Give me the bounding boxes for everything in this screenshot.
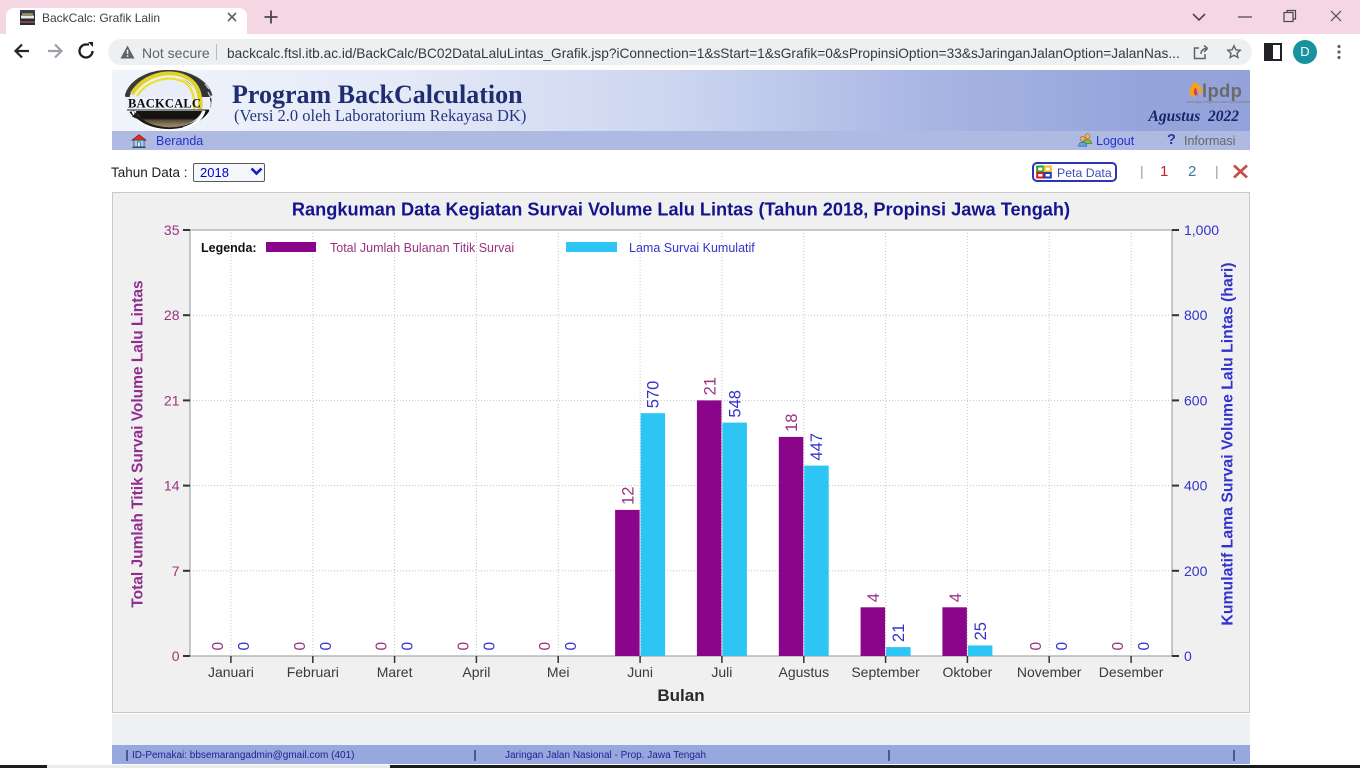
svg-text:Rangkuman Data Kegiatan Survai: Rangkuman Data Kegiatan Survai Volume La… [292, 200, 1070, 220]
svg-text:0: 0 [292, 642, 309, 651]
svg-text:0: 0 [400, 642, 417, 651]
svg-text:548: 548 [726, 390, 744, 418]
svg-text:April: April [462, 664, 490, 680]
svg-text:0: 0 [455, 642, 472, 651]
svg-text:447: 447 [808, 433, 826, 461]
svg-text:Januari: Januari [208, 664, 254, 680]
svg-text:14: 14 [164, 478, 180, 494]
svg-text:0: 0 [374, 642, 391, 651]
svg-text:0: 0 [537, 642, 554, 651]
svg-text:Total Jumlah Bulanan Titik Sur: Total Jumlah Bulanan Titik Survai [330, 241, 514, 255]
svg-text:21: 21 [164, 392, 180, 408]
svg-text:35: 35 [164, 222, 180, 238]
svg-text:September: September [851, 664, 920, 680]
svg-text:18: 18 [783, 414, 801, 432]
svg-text:Juni: Juni [627, 664, 653, 680]
svg-text:0: 0 [236, 642, 253, 651]
svg-text:Maret: Maret [377, 664, 413, 680]
svg-text:Mei: Mei [547, 664, 570, 680]
svg-text:28: 28 [164, 307, 180, 323]
svg-text:12: 12 [620, 487, 638, 505]
svg-text:0: 0 [1054, 642, 1071, 651]
svg-text:800: 800 [1184, 307, 1208, 323]
svg-text:21: 21 [890, 624, 908, 642]
svg-text:4: 4 [865, 593, 883, 602]
svg-text:Bulan: Bulan [657, 686, 704, 705]
svg-text:1,000: 1,000 [1184, 222, 1219, 238]
svg-text:25: 25 [972, 622, 990, 640]
svg-text:600: 600 [1184, 392, 1208, 408]
svg-text:BACKCALC: BACKCALC [128, 97, 201, 111]
svg-text:0: 0 [318, 642, 335, 651]
svg-text:lpdp: lpdp [1202, 80, 1242, 101]
svg-text:0: 0 [481, 642, 498, 651]
svg-text:Legenda:: Legenda: [201, 241, 257, 255]
svg-text:0: 0 [1110, 642, 1127, 651]
svg-text:Februari: Februari [287, 664, 339, 680]
svg-text:0: 0 [563, 642, 580, 651]
svg-text:200: 200 [1184, 563, 1208, 579]
svg-text:November: November [1017, 664, 1082, 680]
svg-text:Juli: Juli [711, 664, 732, 680]
svg-text:Kumulatif Lama Survai Volume L: Kumulatif Lama Survai Volume Lalu Lintas… [1220, 262, 1237, 625]
svg-text:7: 7 [172, 563, 180, 579]
svg-text:0: 0 [1136, 642, 1153, 651]
svg-text:400: 400 [1184, 478, 1208, 494]
svg-text:0: 0 [1184, 648, 1192, 664]
svg-text:0: 0 [210, 642, 227, 651]
svg-text:Total Jumlah Titik Survai Volu: Total Jumlah Titik Survai Volume Lalu Li… [130, 280, 147, 607]
svg-text:Desember: Desember [1099, 664, 1164, 680]
svg-text:Oktober: Oktober [942, 664, 992, 680]
svg-text:0: 0 [1028, 642, 1045, 651]
svg-text:Agustus: Agustus [779, 664, 830, 680]
svg-text:0: 0 [172, 648, 180, 664]
svg-text:570: 570 [645, 381, 663, 409]
svg-text:21: 21 [701, 377, 719, 395]
svg-text:Lama Survai Kumulatif: Lama Survai Kumulatif [629, 241, 755, 255]
svg-text:4: 4 [947, 593, 965, 602]
